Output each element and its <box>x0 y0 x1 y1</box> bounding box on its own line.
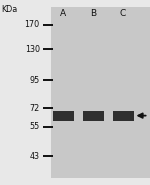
Text: C: C <box>120 9 126 18</box>
Text: A: A <box>60 9 66 18</box>
Text: 55: 55 <box>30 122 40 131</box>
Bar <box>52 111 74 121</box>
Text: KDa: KDa <box>2 5 18 14</box>
Text: 95: 95 <box>30 76 40 85</box>
Bar <box>51 7 150 178</box>
Text: 72: 72 <box>30 104 40 113</box>
Bar <box>112 111 134 121</box>
Text: B: B <box>90 9 96 18</box>
Text: 130: 130 <box>25 45 40 53</box>
Text: 43: 43 <box>30 152 40 161</box>
Bar <box>82 111 103 121</box>
Text: 170: 170 <box>25 21 40 29</box>
